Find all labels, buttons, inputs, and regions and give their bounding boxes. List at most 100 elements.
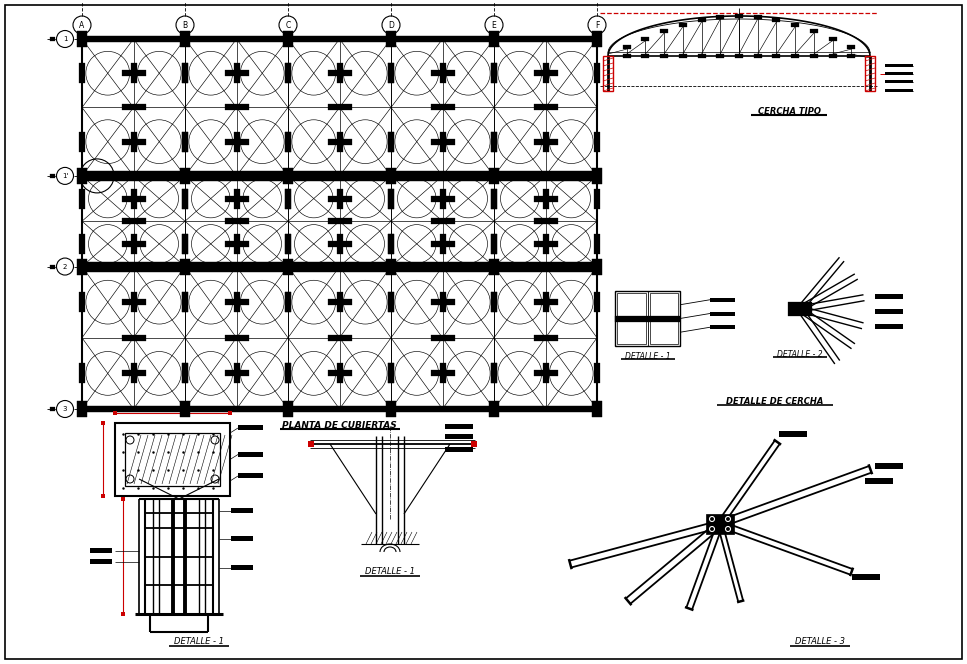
Bar (791, 54, 799, 58)
Bar (617, 321, 646, 344)
Bar (791, 23, 799, 27)
Bar (710, 297, 735, 301)
Bar (50, 37, 55, 41)
Bar (101, 421, 105, 425)
Bar (77, 168, 87, 184)
Bar (131, 63, 136, 83)
Bar (77, 31, 87, 47)
Bar (224, 371, 249, 376)
Bar (865, 56, 875, 91)
Text: DETALLE - 1: DETALLE - 1 (625, 351, 670, 361)
Bar (224, 335, 249, 341)
Bar (224, 70, 249, 76)
Bar (122, 104, 145, 110)
Bar (491, 363, 497, 383)
Bar (710, 311, 735, 315)
Bar (388, 363, 394, 383)
Bar (773, 18, 780, 22)
Bar (875, 309, 903, 314)
Bar (233, 189, 240, 208)
Bar (809, 54, 818, 58)
Bar (82, 171, 597, 181)
Bar (617, 293, 646, 317)
Bar (79, 189, 85, 208)
Bar (82, 39, 597, 409)
Bar (489, 401, 499, 417)
Bar (79, 131, 85, 151)
Bar (388, 189, 394, 208)
Bar (224, 104, 249, 110)
Bar (182, 131, 188, 151)
Bar (847, 54, 855, 58)
Bar (386, 168, 396, 184)
Bar (710, 325, 735, 329)
Bar (594, 363, 600, 383)
Bar (594, 189, 600, 208)
Bar (122, 196, 145, 202)
Bar (233, 234, 240, 254)
Text: 1: 1 (63, 36, 68, 42)
Bar (337, 189, 342, 208)
Bar (233, 292, 240, 312)
Bar (491, 131, 497, 151)
Bar (779, 431, 807, 437)
Bar (534, 241, 558, 247)
Bar (603, 56, 613, 91)
Bar (534, 104, 558, 110)
Bar (337, 363, 342, 383)
Bar (534, 139, 558, 145)
Bar (231, 507, 253, 513)
Bar (283, 31, 293, 47)
Bar (773, 54, 780, 58)
Bar (491, 63, 497, 83)
Bar (623, 45, 630, 49)
Bar (182, 363, 188, 383)
Bar (542, 363, 548, 383)
Bar (542, 131, 548, 151)
Text: 3: 3 (63, 406, 68, 412)
Bar (224, 299, 249, 305)
Bar (101, 494, 105, 498)
Bar (439, 131, 446, 151)
Text: DETALLE DE CERCHA: DETALLE DE CERCHA (726, 396, 824, 406)
Bar (328, 371, 351, 376)
Bar (615, 315, 680, 321)
Bar (660, 54, 668, 58)
Bar (592, 258, 602, 274)
Bar (852, 574, 880, 580)
Bar (388, 292, 394, 312)
Text: D: D (388, 21, 394, 29)
Bar (122, 299, 145, 305)
Bar (592, 168, 602, 184)
Bar (224, 218, 249, 224)
Bar (180, 31, 190, 47)
Bar (809, 29, 818, 33)
Bar (847, 45, 855, 49)
Bar (285, 131, 291, 151)
Bar (753, 54, 762, 58)
Bar (328, 70, 351, 76)
Bar (388, 292, 394, 312)
Bar (542, 63, 548, 83)
Bar (592, 401, 602, 417)
Bar (875, 294, 903, 299)
Bar (82, 36, 597, 42)
Bar (231, 537, 253, 541)
Bar (594, 234, 600, 254)
Bar (82, 173, 597, 179)
Bar (388, 363, 394, 383)
Bar (430, 299, 454, 305)
Bar (82, 406, 597, 412)
Bar (113, 411, 117, 415)
Bar (534, 70, 558, 76)
Bar (534, 299, 558, 305)
Bar (623, 54, 630, 58)
Bar (829, 54, 836, 58)
Bar (491, 189, 497, 208)
Bar (122, 335, 145, 341)
Bar (90, 548, 112, 552)
Bar (885, 72, 913, 75)
Bar (491, 63, 497, 83)
Bar (641, 54, 650, 58)
Bar (885, 64, 913, 67)
